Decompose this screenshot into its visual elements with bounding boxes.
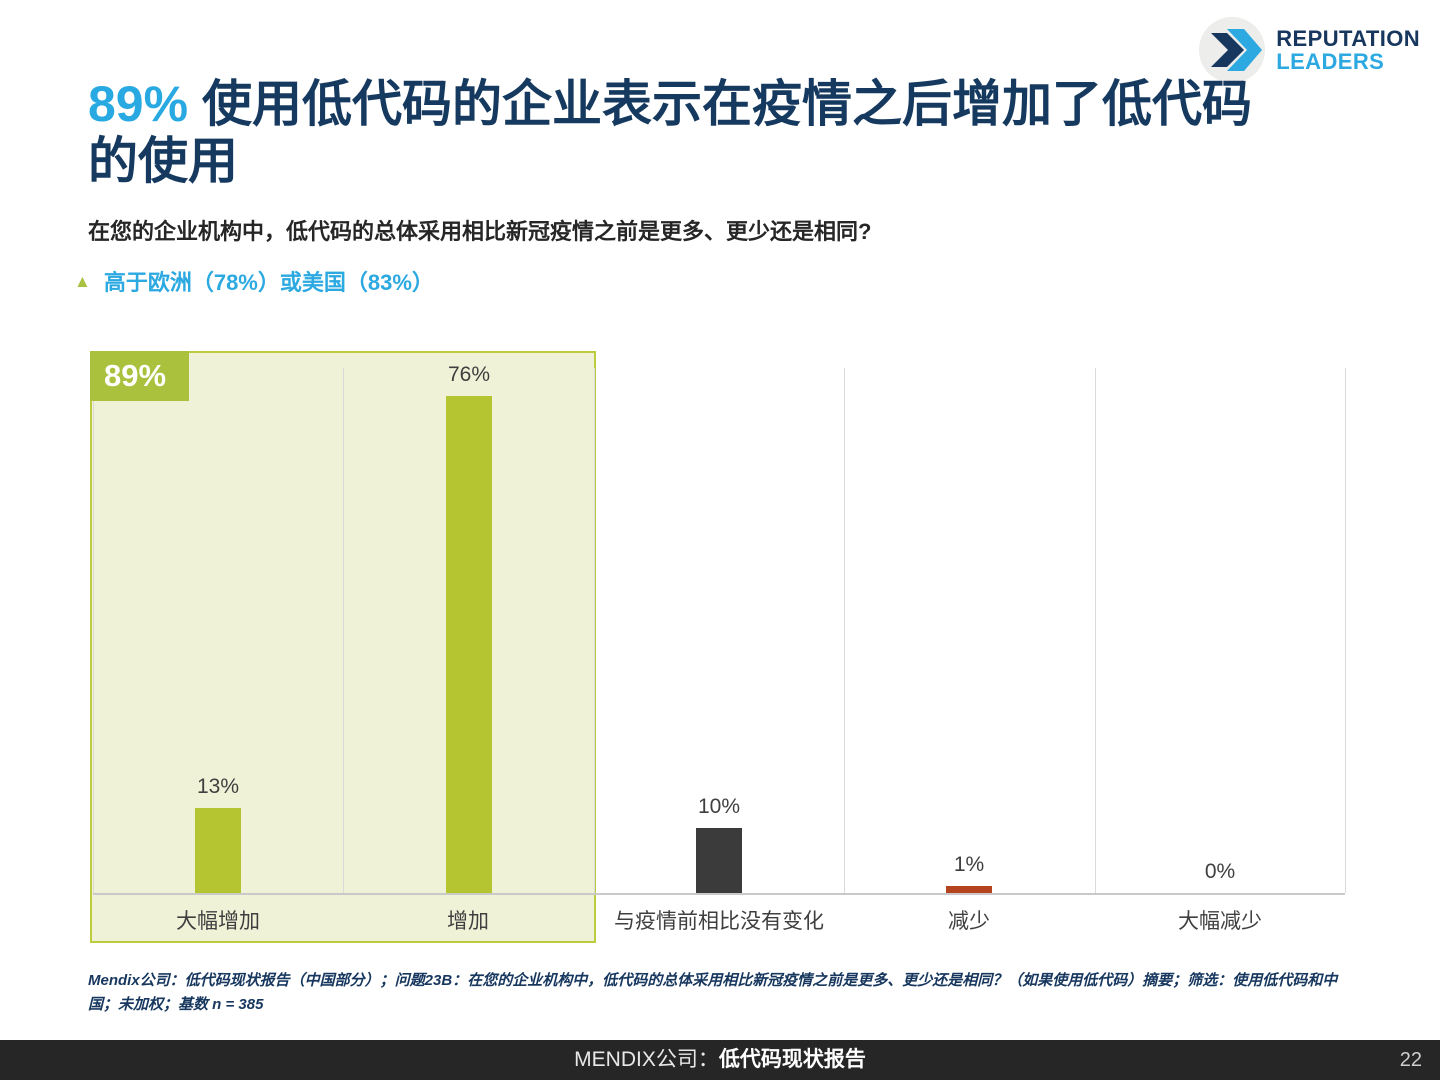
gridline: [1345, 368, 1346, 893]
bar-value-label: 0%: [1204, 860, 1236, 883]
category-label: 增加: [447, 910, 489, 933]
footer-brand: MENDIX公司：: [574, 1048, 719, 1071]
gridline: [1095, 368, 1096, 893]
bar-value-label: 13%: [196, 775, 240, 798]
bar-value-label: 76%: [447, 363, 491, 386]
category-label: 减少: [948, 910, 990, 933]
source-footnote: Mendix公司：低代码现状报告（中国部分）；问题23B：在您的企业机构中，低代…: [88, 972, 1338, 1013]
footer-title-text: 低代码现状报告: [718, 1048, 866, 1071]
highlight-group-label: 89%: [90, 351, 189, 401]
page-title: 89% 使用低代码的企业表示在疫情之后增加了低代码的使用: [88, 76, 1253, 190]
title-text: 使用低代码的企业表示在疫情之后增加了低代码的使用: [88, 76, 1252, 189]
gridline: [594, 368, 595, 893]
triangle-up-icon: ▲: [74, 271, 91, 291]
page-number: 22: [1399, 1049, 1422, 1071]
gridline: [93, 368, 94, 893]
logo-line2: LEADERS: [1276, 49, 1385, 74]
bar: [195, 808, 241, 893]
comparison-callout-text: 高于欧洲（78%）或美国（83%）: [103, 270, 434, 295]
bar: [696, 828, 742, 893]
comparison-callout: ▲ 高于欧洲（78%）或美国（83%）: [74, 265, 434, 297]
survey-question: 在您的企业机构中，低代码的总体采用相比新冠疫情之前是更多、更少还是相同?: [88, 219, 872, 244]
footer-bar: MENDIX公司：低代码现状报告 22: [0, 1040, 1440, 1080]
logo-wordmark: REPUTATION LEADERS: [1276, 27, 1420, 73]
category-label: 与疫情前相比没有变化: [614, 910, 824, 933]
double-chevron-icon: [1199, 17, 1266, 83]
footer-report-title: MENDIX公司：低代码现状报告: [0, 1040, 1440, 1080]
x-axis-baseline: [93, 893, 1345, 895]
title-percent: 89%: [88, 76, 189, 132]
gridline: [343, 368, 344, 893]
category-label: 大幅减少: [1178, 910, 1262, 933]
reputation-leaders-logo: REPUTATION LEADERS: [1198, 16, 1420, 84]
bar: [446, 396, 492, 893]
bar: [946, 886, 992, 893]
bar-value-label: 10%: [697, 795, 741, 818]
logo-line1: REPUTATION: [1276, 26, 1420, 51]
category-label: 大幅增加: [176, 910, 260, 933]
bar-value-label: 1%: [953, 853, 985, 876]
gridline: [844, 368, 845, 893]
